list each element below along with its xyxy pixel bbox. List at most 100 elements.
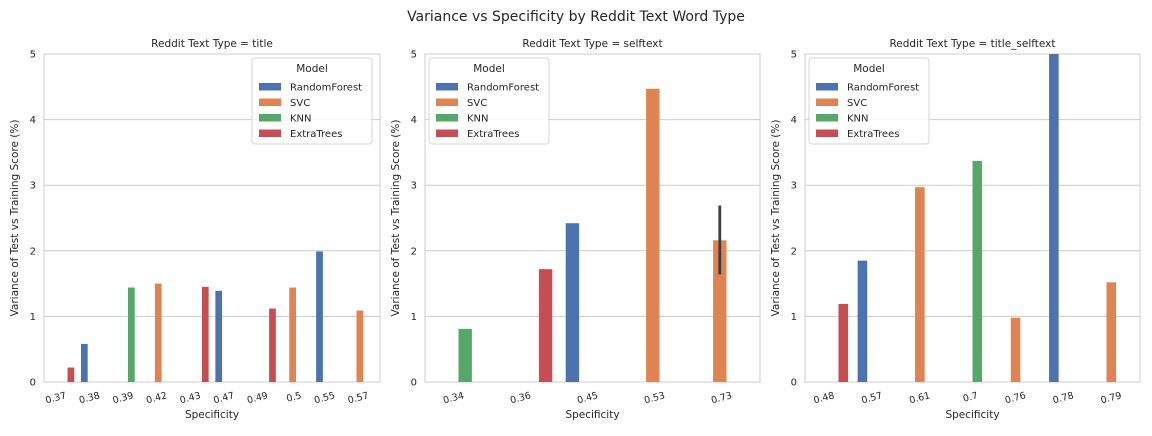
x-tick-label: 0.43: [179, 390, 202, 406]
legend-entry-label: KNN: [467, 114, 489, 125]
plot-frame: [43, 53, 381, 383]
y-tick-label: 0: [411, 378, 417, 389]
bar: [538, 269, 553, 382]
legend-swatch: [436, 83, 458, 91]
bar: [269, 308, 276, 382]
bar: [458, 328, 472, 382]
legend-swatch: [436, 129, 458, 137]
bar: [646, 88, 660, 382]
figure-title: Variance vs Specificity by Reddit Text W…: [407, 9, 745, 25]
legend-entry-label: RandomForest: [467, 83, 539, 94]
bar: [1010, 317, 1021, 382]
x-tick-label: 0.55: [313, 390, 336, 406]
x-tick-label: 0.57: [347, 390, 370, 406]
bar: [154, 283, 162, 382]
x-tick-label: 0.5: [285, 390, 302, 405]
plot-frame: [424, 53, 761, 383]
bar: [128, 287, 135, 382]
legend-title: Model: [296, 63, 328, 75]
legend-entry-label: KNN: [290, 114, 312, 125]
x-tick-label: 0.76: [1004, 390, 1027, 406]
legend-swatch: [259, 114, 281, 122]
bar: [67, 367, 75, 382]
y-tick-label: 5: [791, 50, 797, 61]
legend-entry-label: SVC: [467, 98, 487, 109]
bar: [565, 223, 580, 382]
bar: [915, 187, 925, 382]
bar: [857, 260, 868, 382]
y-tick-label: 3: [411, 181, 417, 192]
legend-swatch: [259, 98, 281, 106]
bar: [1106, 282, 1117, 382]
x-tick-label: 0.53: [643, 390, 666, 406]
bar: [972, 160, 983, 382]
x-tick-label: 0.39: [111, 390, 134, 406]
bar: [215, 290, 223, 382]
x-tick-label: 0.47: [212, 390, 235, 406]
bar: [80, 343, 88, 382]
x-tick-label: 0.36: [509, 390, 532, 406]
legend-box: [428, 57, 550, 145]
legend-box: [808, 57, 930, 145]
y-tick-label: 1: [411, 312, 417, 323]
legend-entry-label: SVC: [847, 98, 867, 109]
x-tick-label: 0.38: [78, 390, 101, 406]
bar: [713, 240, 727, 382]
x-tick-label: 0.61: [908, 390, 931, 406]
legend-entry-label: ExtraTrees: [467, 129, 519, 140]
legend-swatch: [436, 114, 458, 122]
y-axis-label: Variance of Test vs Training Score (%): [770, 120, 782, 317]
subplot-title: Reddit Text Type = title: [151, 38, 273, 50]
bar: [316, 251, 323, 382]
x-tick-label: 0.45: [576, 390, 599, 406]
y-tick-label: 0: [30, 378, 36, 389]
x-tick-label: 0.34: [442, 390, 465, 406]
legend-entry-label: ExtraTrees: [847, 129, 899, 140]
bar: [1049, 54, 1059, 382]
x-tick-label: 0.49: [246, 390, 269, 406]
y-tick-label: 1: [30, 312, 36, 323]
y-tick-label: 4: [791, 115, 797, 126]
x-tick-label: 0.42: [145, 390, 168, 406]
x-axis-label: Specificity: [565, 409, 619, 421]
legend-entry-label: SVC: [290, 98, 310, 109]
x-axis-label: Specificity: [945, 409, 999, 421]
subplot-title: Reddit Text Type = title_selftext: [889, 38, 1055, 50]
x-tick-label: 0.37: [44, 390, 67, 406]
x-tick-label: 0.48: [812, 390, 835, 406]
bar: [201, 286, 209, 382]
bar: [838, 303, 849, 382]
y-tick-label: 2: [411, 246, 417, 257]
legend-entry-label: KNN: [847, 114, 869, 125]
y-tick-label: 2: [30, 246, 36, 257]
y-axis-label: Variance of Test vs Training Score (%): [9, 120, 21, 317]
y-tick-label: 1: [791, 312, 797, 323]
legend-entry-label: RandomForest: [290, 83, 362, 94]
legend-title: Model: [853, 63, 885, 75]
bar: [289, 287, 296, 382]
y-axis-label: Variance of Test vs Training Score (%): [390, 120, 402, 317]
legend-entry-label: RandomForest: [847, 83, 919, 94]
legend-title: Model: [473, 63, 505, 75]
legend-box: [251, 57, 373, 145]
subplot-title: Reddit Text Type = selftext: [522, 38, 662, 50]
legend-swatch: [816, 114, 838, 122]
y-tick-label: 2: [791, 246, 797, 257]
x-tick-label: 0.73: [710, 390, 733, 406]
legend-swatch: [259, 129, 281, 137]
legend-entry-label: ExtraTrees: [290, 129, 342, 140]
x-axis-label: Specificity: [185, 409, 239, 421]
y-tick-label: 3: [791, 181, 797, 192]
x-tick-label: 0.78: [1052, 390, 1075, 406]
legend-swatch: [816, 98, 838, 106]
bar: [356, 310, 364, 382]
y-tick-label: 4: [411, 115, 417, 126]
y-tick-label: 5: [411, 50, 417, 61]
x-tick-label: 0.79: [1100, 390, 1123, 406]
y-tick-label: 3: [30, 181, 36, 192]
x-tick-label: 0.57: [860, 390, 883, 406]
legend-swatch: [816, 83, 838, 91]
y-tick-label: 5: [30, 50, 36, 61]
